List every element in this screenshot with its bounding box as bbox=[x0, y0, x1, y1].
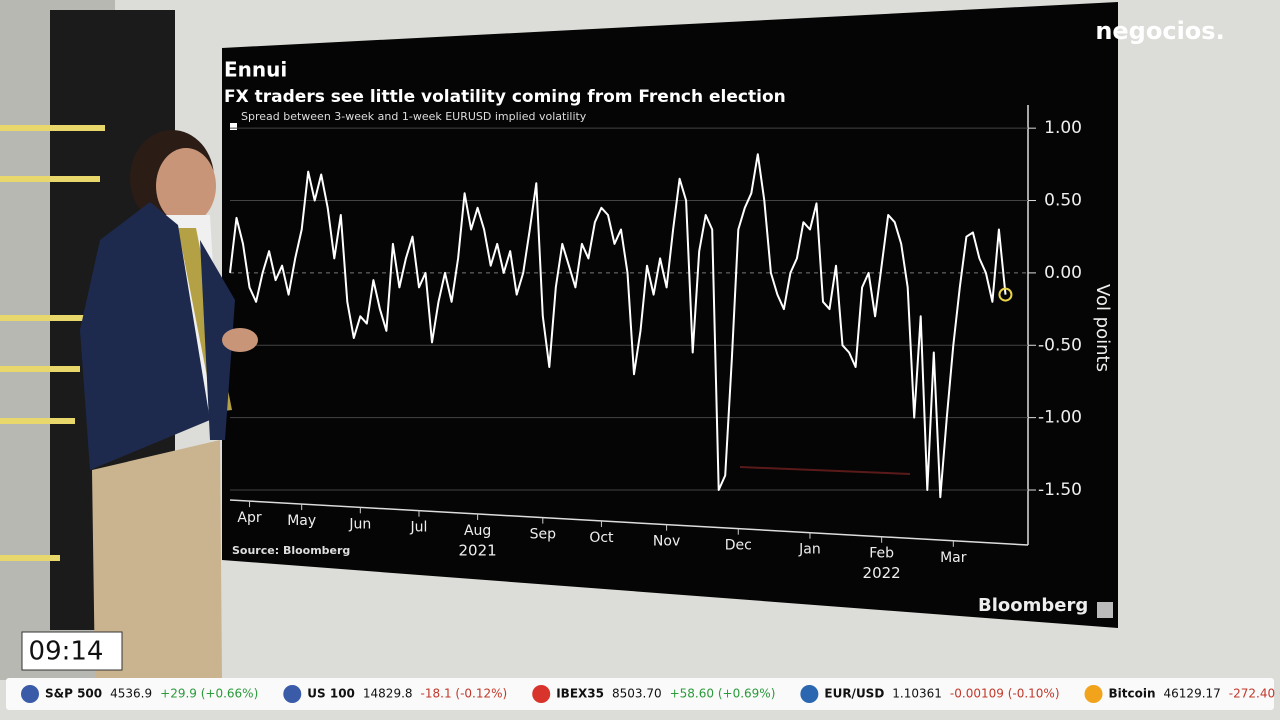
brand-icon bbox=[1097, 602, 1113, 618]
ticker-flag bbox=[800, 685, 819, 703]
x-tick-label: Apr bbox=[237, 510, 261, 526]
chart-screen bbox=[222, 2, 1118, 628]
y-tick-label: -1.50 bbox=[1038, 480, 1082, 500]
y-tick-label: -1.00 bbox=[1038, 408, 1082, 428]
y-tick-label: 0.50 bbox=[1044, 191, 1082, 211]
brand: Bloomberg bbox=[978, 595, 1088, 616]
year-label: 2021 bbox=[459, 541, 497, 559]
ticker-change: -272.40 (-0.59%) bbox=[1229, 687, 1280, 701]
x-tick-label: Sep bbox=[530, 527, 557, 543]
ticker-change: +58.60 (+0.69%) bbox=[670, 687, 776, 701]
x-tick-label: Mar bbox=[940, 550, 967, 566]
x-tick-label: Nov bbox=[653, 534, 680, 550]
y-tick-label: 1.00 bbox=[1044, 118, 1082, 138]
annotation-arrow bbox=[739, 466, 911, 475]
ticker-flag bbox=[532, 685, 551, 703]
light-strip bbox=[0, 315, 85, 321]
x-tick-label: Oct bbox=[589, 530, 614, 546]
presenter-trousers bbox=[92, 440, 222, 680]
x-tick-label: Dec bbox=[725, 538, 752, 554]
ticker-bar bbox=[6, 678, 1274, 710]
chart: Ennui FX traders see little volatility c… bbox=[224, 58, 1113, 618]
ticker-name: EUR/USD bbox=[824, 687, 884, 701]
x-tick-label: Aug bbox=[464, 523, 491, 539]
ticker-flag bbox=[1084, 685, 1103, 703]
light-strip bbox=[0, 418, 75, 424]
presenter-jacket-side bbox=[200, 240, 235, 440]
light-strip bbox=[0, 366, 80, 372]
ticker: S&P 500 4536.9 +29.9 (+0.66%) US 100 14829.8… bbox=[21, 685, 1280, 703]
light-strips bbox=[0, 125, 105, 561]
y-tick-label: -0.50 bbox=[1038, 335, 1082, 355]
presenter bbox=[80, 130, 258, 680]
light-strip bbox=[0, 176, 100, 182]
y-axis-label: Vol points bbox=[1092, 284, 1113, 372]
presenter-face bbox=[156, 148, 216, 224]
ticker-change: -0.00109 (-0.10%) bbox=[950, 687, 1060, 701]
ticker-value: 46129.17 bbox=[1164, 687, 1221, 701]
ticker-name: S&P 500 bbox=[45, 687, 102, 701]
y-tick-label: 0.00 bbox=[1044, 263, 1082, 283]
ticker-name: IBEX35 bbox=[556, 687, 604, 701]
clock-box bbox=[21, 631, 123, 671]
x-axis bbox=[229, 499, 1029, 546]
line-series bbox=[229, 153, 1007, 499]
clock: 09:14 bbox=[29, 637, 104, 667]
channel-logo: negocios. bbox=[1095, 17, 1224, 45]
last-point-marker bbox=[998, 287, 1013, 302]
ticker-change: +29.9 (+0.66%) bbox=[160, 687, 258, 701]
chart-title: Ennui bbox=[224, 58, 287, 82]
ticker-value: 8503.70 bbox=[612, 687, 662, 701]
light-strip bbox=[0, 555, 60, 561]
ticker-value: 4536.9 bbox=[110, 687, 152, 701]
source: Source: Bloomberg bbox=[232, 544, 350, 557]
presenter-hands bbox=[222, 328, 258, 352]
x-tick-label: Jan bbox=[798, 542, 821, 558]
ticker-value: 14829.8 bbox=[363, 687, 413, 701]
x-tick-label: Jul bbox=[410, 520, 428, 536]
legend-label: Spread between 3-week and 1-week EURUSD … bbox=[241, 110, 587, 123]
year-label: 2022 bbox=[863, 564, 901, 582]
x-tick-label: May bbox=[287, 513, 316, 529]
legend-swatch bbox=[230, 123, 237, 130]
chart-subtitle: FX traders see little volatility coming … bbox=[224, 87, 786, 107]
ticker-change: -18.1 (-0.12%) bbox=[421, 687, 508, 701]
ticker-value: 1.10361 bbox=[892, 687, 942, 701]
x-tick-label: Feb bbox=[869, 546, 894, 562]
ticker-name: Bitcoin bbox=[1109, 687, 1156, 701]
x-tick-label: Jun bbox=[348, 516, 371, 532]
ticker-name: US 100 bbox=[307, 687, 355, 701]
ticker-flag bbox=[283, 685, 302, 703]
light-strip bbox=[0, 125, 105, 131]
ticker-flag bbox=[21, 685, 39, 703]
presenter-jacket bbox=[80, 202, 210, 470]
